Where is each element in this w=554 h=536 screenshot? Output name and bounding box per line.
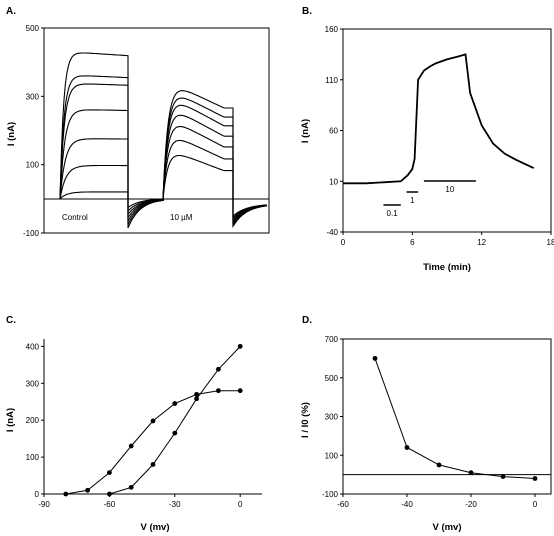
panel-a-y-axis-title: I (nA) (6, 122, 17, 146)
panel-a-label: A. (6, 6, 16, 17)
panel-d-data-point (404, 445, 410, 450)
panel-c: C. I (nA) 0 100 200 300 400 -90 -60 -30 0 V (mv… (5, 315, 262, 533)
panel-c-data-point (216, 366, 221, 372)
panel-b-concentration-label: 10 (445, 185, 454, 194)
panel-a-control-trace (59, 191, 165, 209)
panel-b-x-tick-label: 18 (547, 238, 554, 247)
panel-d-x-tick-label: -60 (337, 500, 349, 509)
panel-c-data-point (216, 388, 221, 394)
panel-a-y-tick-label: 500 (26, 24, 40, 33)
panel-c-data-point (107, 470, 112, 475)
panel-c-data-point (107, 491, 112, 497)
panel-b-concentration-label: 1 (410, 196, 415, 205)
panel-c-x-axis-title: V (mv) (140, 522, 169, 533)
panel-b-y-tick-label: 60 (329, 127, 338, 136)
panel-a-drug-trace (162, 139, 268, 219)
panel-c-data-point (237, 343, 243, 349)
panel-b-concentration-label: 0.1 (387, 209, 399, 218)
panel-a-y-tick-label: 100 (26, 161, 40, 170)
panel-c-data-point (237, 388, 243, 394)
panel-c-data-point (172, 401, 178, 406)
panel-c-data-point (194, 391, 200, 397)
panel-d-x-tick-label: -20 (465, 500, 477, 509)
panel-c-x-ticks: -90 -60 -30 0 (38, 494, 243, 509)
panel-c-label: C. (6, 315, 16, 326)
panel-c-data-point (150, 418, 156, 424)
panel-d-frame (342, 338, 552, 495)
panel-d-y-tick-label: 500 (325, 374, 339, 383)
panel-d-x-tick-label: 0 (533, 500, 538, 509)
panel-c-y-tick-label: 300 (26, 379, 40, 388)
panel-b-x-tick-label: 12 (477, 238, 486, 247)
panel-c-series (63, 343, 243, 497)
panel-b-label: B. (302, 6, 312, 17)
panel-d-data-point (372, 355, 378, 361)
panel-c-x-tick-label: -60 (104, 500, 116, 509)
panel-a-y-tick-label: 300 (26, 92, 40, 101)
panel-c-x-tick-label: -30 (169, 500, 181, 509)
panel-c-y-tick-label: 0 (35, 490, 40, 499)
panel-c-data-point (128, 443, 134, 449)
panel-d-y-tick-label: 300 (325, 413, 339, 422)
panel-b-y-tick-label: 110 (325, 76, 338, 85)
panel-d-data-point (436, 462, 442, 468)
panel-a-drug-trace (162, 104, 268, 225)
panel-a-control-trace (59, 52, 165, 229)
panel-c-y-axis-title: I (nA) (5, 408, 16, 432)
panel-d-y-axis-title: I / I0 (%) (300, 402, 311, 438)
panel-d: D. I / I0 (%) -100 100 300 500 700 -60 -40 -20… (300, 315, 552, 533)
panel-c-y-tick-label: 200 (26, 416, 40, 425)
panel-b-x-ticks: 0 6 12 18 (341, 232, 554, 247)
panel-d-y-ticks: -100 100 300 500 700 (322, 335, 343, 499)
panel-a-drug-trace (162, 154, 268, 218)
panel-b-y-tick-label: 160 (325, 25, 339, 34)
panel-a-y-tick-label: -100 (23, 229, 40, 238)
panel-d-label: D. (302, 315, 312, 326)
panel-a-drug-trace (162, 97, 268, 227)
panel-d-data-point (532, 476, 538, 481)
panel-a-drug-trace (162, 114, 268, 223)
panel-d-x-ticks: -60 -40 -20 0 (337, 494, 538, 509)
panel-c-data-point (85, 487, 90, 493)
panel-c-x-tick-label: -90 (38, 500, 50, 509)
panel-c-data-point (172, 430, 178, 436)
panel-c-y-tick-label: 400 (26, 342, 40, 351)
panel-a-traces (59, 52, 268, 229)
panel-d-data-point (500, 474, 506, 479)
panel-c-x-tick-label: 0 (238, 500, 243, 509)
panel-d-x-axis-title: V (mv) (432, 522, 461, 533)
panel-b-y-axis-title: I (nA) (300, 119, 311, 143)
panel-b-x-axis-title: Time (min) (423, 262, 471, 273)
panel-d-y-tick-label: 700 (325, 335, 339, 344)
panel-d-x-tick-label: -40 (401, 500, 413, 509)
panel-c-data-point (150, 462, 156, 467)
panel-c-data-point (194, 396, 200, 402)
panel-b-y-ticks: -40 10 60 110 160 (325, 25, 343, 237)
panel-b-concentration-bars: 0.1 1 10 (383, 180, 476, 218)
panel-a-control-label: Control (62, 213, 88, 222)
panel-c-data-point (128, 484, 134, 490)
panel-d-series (372, 355, 538, 481)
panel-c-series-line (65, 390, 241, 495)
panel-c-y-tick-label: 100 (26, 453, 40, 462)
panel-b-current-trace (343, 53, 535, 185)
panel-b-y-tick-label: 10 (329, 177, 338, 186)
panel-a: A. I (nA) -100 100 300 500 Control 10 µM (6, 6, 270, 238)
panel-d-y-tick-label: 100 (325, 451, 339, 460)
panel-c-data-point (63, 491, 69, 497)
panel-d-y-tick-label: -100 (322, 490, 339, 499)
panel-b-x-tick-label: 0 (341, 238, 346, 247)
panel-c-y-ticks: 0 100 200 300 400 (26, 342, 44, 499)
panel-a-drug-label: 10 µM (170, 213, 193, 222)
panel-a-y-ticks: -100 100 300 500 (23, 24, 44, 238)
panel-a-drug-trace (162, 90, 268, 228)
panel-b-y-tick-label: -40 (326, 228, 338, 237)
panel-a-frame (43, 27, 270, 234)
panel-d-data-point (468, 470, 474, 476)
panel-d-series-line (374, 358, 536, 479)
panel-b-x-tick-label: 6 (410, 238, 415, 247)
